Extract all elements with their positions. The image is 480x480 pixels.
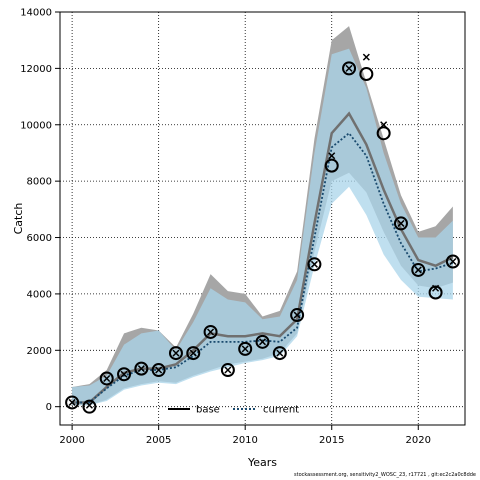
x-tick-label: 2005 bbox=[146, 435, 171, 446]
confidence-bands bbox=[72, 26, 453, 406]
x-tick-label: 2020 bbox=[406, 435, 431, 446]
observation-cross bbox=[137, 365, 145, 373]
observation-circle bbox=[411, 262, 426, 277]
observation-cross bbox=[258, 338, 267, 346]
observation-cross bbox=[120, 370, 128, 378]
observation-cross bbox=[449, 257, 457, 266]
y-tick-label: 4000 bbox=[27, 289, 52, 300]
observation-cross bbox=[155, 366, 163, 374]
x-tick-label: 2015 bbox=[319, 435, 344, 446]
observation-circle bbox=[203, 324, 218, 339]
observation-cross bbox=[380, 121, 388, 129]
observation-cross bbox=[310, 260, 318, 268]
observation-circle bbox=[238, 341, 253, 356]
observation-cross bbox=[189, 349, 197, 357]
y-axis-ticks: 0 2000 4000 6000 8000 10000 12000 14000 bbox=[20, 8, 60, 413]
x-axis-ticks: 2000 2005 2010 2015 2020 bbox=[59, 425, 431, 446]
observation-cross bbox=[432, 284, 440, 292]
y-tick-label: 10000 bbox=[20, 120, 52, 131]
x-axis-title: Years bbox=[247, 456, 277, 469]
observation-circle bbox=[359, 67, 374, 82]
observation-cross bbox=[68, 398, 76, 406]
y-tick-label: 14000 bbox=[20, 8, 52, 19]
observation-circle bbox=[186, 346, 201, 361]
observation-circle bbox=[82, 399, 97, 414]
legend-label-current: current bbox=[263, 405, 299, 416]
x-tick-label: 2010 bbox=[232, 435, 257, 446]
observation-circle bbox=[134, 361, 149, 376]
observation-circle bbox=[99, 371, 114, 386]
band-current bbox=[72, 48, 453, 406]
observation-cross bbox=[85, 401, 93, 409]
plot-frame bbox=[59, 11, 466, 426]
observation-cross bbox=[224, 366, 232, 374]
observation-cross bbox=[345, 64, 353, 72]
observation-circle bbox=[272, 346, 287, 361]
y-tick-label: 8000 bbox=[27, 177, 52, 188]
observation-circle bbox=[168, 346, 183, 361]
legend-label-base: base bbox=[196, 405, 220, 416]
legend: base current bbox=[168, 405, 299, 416]
observation-cross bbox=[362, 53, 370, 61]
observation-cross bbox=[207, 328, 215, 336]
y-tick-label: 6000 bbox=[27, 233, 52, 244]
x-tick-label: 2000 bbox=[59, 435, 84, 446]
y-tick-label: 2000 bbox=[27, 346, 52, 357]
observation-circle bbox=[324, 158, 339, 173]
observation-circle bbox=[151, 363, 166, 378]
observation-circle bbox=[393, 216, 408, 231]
y-axis-title: Catch bbox=[12, 203, 25, 235]
observation-cross bbox=[172, 349, 180, 357]
observation-circle bbox=[376, 126, 391, 141]
observation-circle bbox=[445, 254, 460, 269]
footer-note: stockassessment.org, sensitivity2_WOSC_2… bbox=[294, 472, 476, 478]
observation-circle bbox=[220, 363, 235, 378]
observation-cross bbox=[328, 152, 336, 160]
observation-cross bbox=[397, 219, 405, 227]
observation-cross bbox=[103, 374, 111, 383]
y-tick-label: 0 bbox=[46, 402, 52, 413]
observation-cross bbox=[293, 311, 301, 319]
observation-circle bbox=[428, 285, 443, 300]
observations bbox=[65, 53, 460, 414]
observation-circle bbox=[290, 308, 305, 323]
observation-cross bbox=[241, 345, 249, 353]
observation-circle bbox=[307, 257, 322, 272]
observation-circle bbox=[117, 367, 132, 382]
y-tick-label: 12000 bbox=[20, 64, 52, 75]
observation-cross bbox=[414, 266, 422, 274]
observation-circle bbox=[342, 61, 357, 76]
observation-circle bbox=[255, 334, 270, 349]
observation-cross bbox=[276, 349, 284, 357]
observation-circle bbox=[65, 395, 80, 410]
